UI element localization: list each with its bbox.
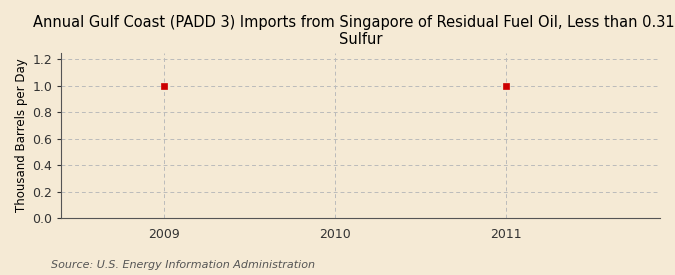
Title: Annual Gulf Coast (PADD 3) Imports from Singapore of Residual Fuel Oil, Less tha: Annual Gulf Coast (PADD 3) Imports from … (33, 15, 675, 47)
Text: Source: U.S. Energy Information Administration: Source: U.S. Energy Information Administ… (51, 260, 315, 270)
Y-axis label: Thousand Barrels per Day: Thousand Barrels per Day (15, 59, 28, 212)
